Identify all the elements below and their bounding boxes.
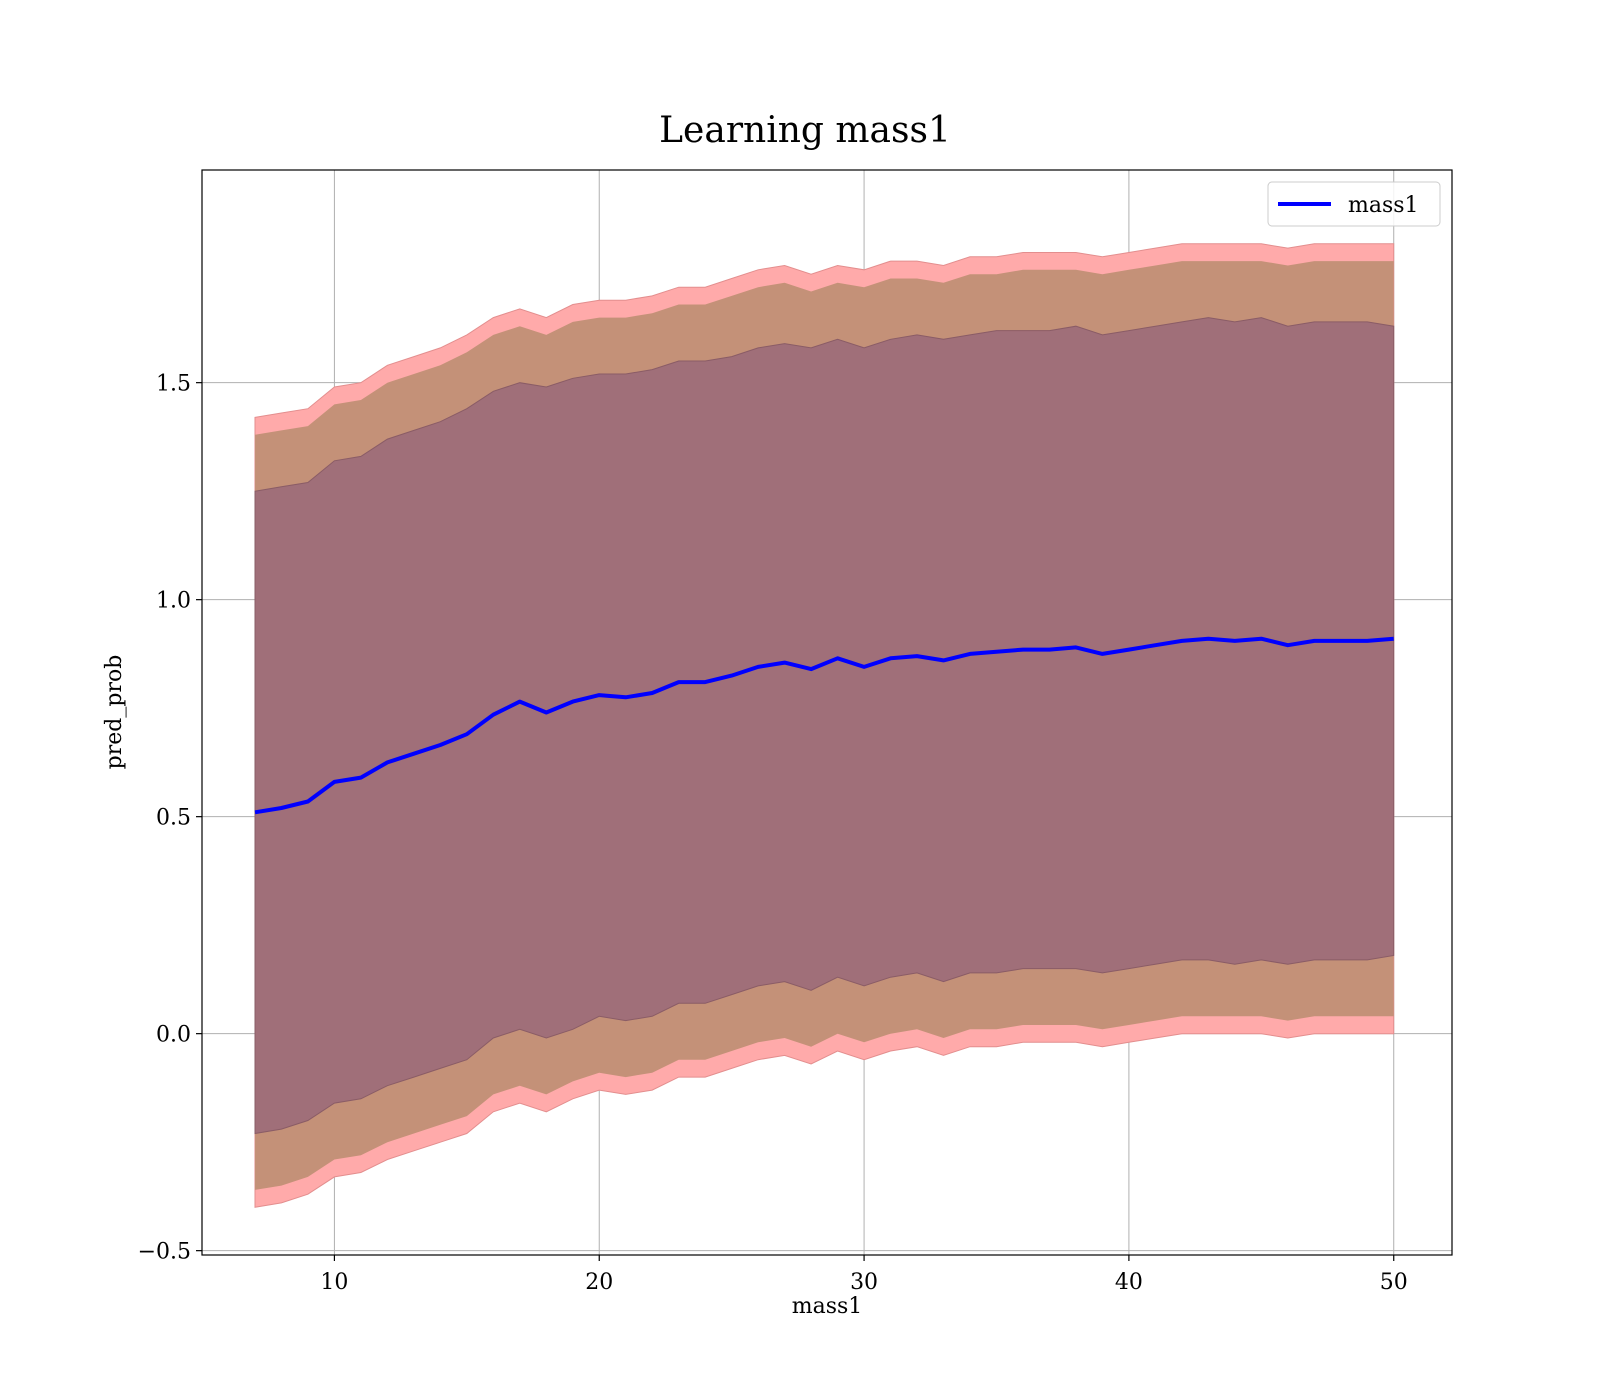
x-tick-label: 40 bbox=[1115, 1270, 1143, 1295]
x-tick-label: 50 bbox=[1380, 1270, 1408, 1295]
series-line-mass1 bbox=[254, 636, 1394, 815]
x-tick-label: 10 bbox=[320, 1270, 348, 1295]
y-tick-label: 0.5 bbox=[156, 806, 191, 831]
x-tick-label: 30 bbox=[850, 1270, 878, 1295]
axis-ticks: 10 20 30 40 50 −0.5 0.0 0.5 1.0 1.5 bbox=[138, 372, 1408, 1295]
y-tick-label: 0.0 bbox=[156, 1023, 191, 1048]
y-tick-label: 1.5 bbox=[156, 372, 191, 397]
y-tick-label: 1.0 bbox=[156, 589, 191, 614]
legend: mass1 bbox=[1267, 181, 1441, 227]
inner-confidence-band bbox=[254, 317, 1395, 1135]
legend-label-mass1: mass1 bbox=[1348, 193, 1419, 218]
chart-title: Learning mass1 bbox=[659, 110, 951, 151]
x-axis-label: mass1 bbox=[792, 1294, 863, 1319]
x-tick-label: 20 bbox=[585, 1270, 613, 1295]
series-lines bbox=[254, 636, 1394, 815]
confidence-bands bbox=[254, 243, 1395, 1208]
y-tick-label: −0.5 bbox=[138, 1240, 191, 1265]
y-axis-label: pred_prob bbox=[102, 655, 127, 770]
plot-frame bbox=[201, 169, 1453, 1256]
legend-box bbox=[1267, 181, 1441, 227]
